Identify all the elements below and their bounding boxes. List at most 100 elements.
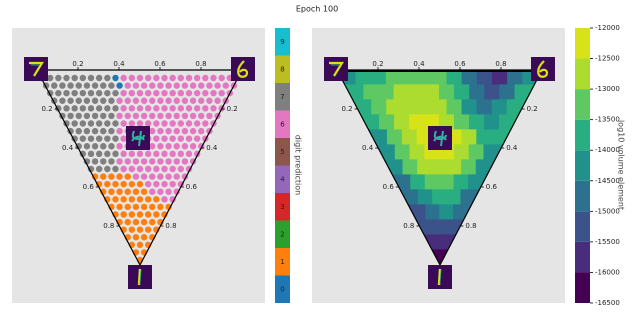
prediction-dot	[149, 188, 156, 195]
tick-label: 0.6	[186, 183, 198, 191]
prediction-dot	[95, 165, 103, 173]
prediction-dot	[169, 105, 176, 112]
contour-cell	[401, 129, 418, 146]
prediction-dot	[189, 97, 197, 104]
colorbar-tick-label: 4	[280, 175, 285, 183]
colorbar-band	[275, 28, 290, 56]
prediction-dot	[120, 105, 127, 112]
prediction-dot	[112, 120, 119, 127]
tick-label: 0.4	[113, 60, 125, 68]
prediction-dot	[222, 82, 229, 89]
prediction-dot	[165, 143, 172, 150]
colorbar-tick-label: 9	[280, 38, 284, 46]
prediction-dot	[124, 82, 131, 89]
prediction-dot	[75, 127, 82, 135]
colorbar-tick-label: 1	[280, 258, 284, 266]
contour-cell	[408, 84, 426, 101]
prediction-dot	[165, 97, 172, 104]
prediction-dot	[206, 97, 213, 104]
colorbar-tick-label: -15500	[595, 238, 620, 246]
colorbar-band	[575, 211, 590, 242]
prediction-dot	[149, 173, 156, 180]
prediction-dot	[95, 89, 103, 97]
prediction-dot	[157, 143, 164, 150]
ternary-plot-right: 0.2 0.2 0.2 0.4 0.4 0.4 0.6 0.6 0.6 0.8 0.8 0.8	[336, 60, 543, 267]
prediction-dot	[71, 74, 78, 82]
prediction-dot	[46, 74, 54, 82]
prediction-dot	[218, 89, 225, 97]
contour-cell	[410, 174, 426, 191]
prediction-dot	[116, 158, 123, 165]
tick-label: 0.8	[403, 222, 414, 230]
prediction-dot	[120, 180, 127, 188]
prediction-dot	[104, 89, 111, 97]
prediction-dot	[161, 89, 168, 97]
prediction-dot	[173, 127, 180, 135]
prediction-dot	[108, 188, 115, 195]
prediction-dot	[100, 82, 107, 89]
contour-cell	[468, 114, 486, 131]
prediction-dot	[140, 158, 148, 165]
prediction-dot	[185, 74, 193, 82]
colorbar-tick-label: -16000	[595, 268, 620, 276]
prediction-dot	[198, 112, 205, 120]
digit-image	[428, 265, 452, 289]
prediction-dot	[153, 211, 160, 218]
prediction-dot	[132, 234, 140, 241]
prediction-dot	[161, 135, 168, 142]
tick-label: 0.4	[206, 144, 218, 152]
prediction-dot	[87, 120, 95, 127]
colorbar-tick-label: 6	[280, 120, 285, 128]
prediction-dot	[87, 150, 95, 158]
prediction-dot	[132, 188, 140, 195]
prediction-dot	[181, 143, 189, 150]
triangle-outline	[336, 69, 543, 267]
prediction-dot	[136, 150, 144, 158]
prediction-dot	[136, 120, 144, 127]
colorbar-band	[575, 119, 590, 151]
contour-cell	[409, 144, 426, 161]
contour-cell	[439, 174, 455, 191]
prediction-dot	[124, 97, 131, 104]
prediction-dot	[144, 105, 152, 112]
digit-image	[324, 57, 348, 81]
prediction-dot	[177, 180, 185, 188]
prediction-dot	[136, 89, 144, 97]
tick-label: 0.4	[362, 144, 374, 152]
prediction-dot	[165, 188, 172, 195]
prediction-dot	[177, 165, 185, 173]
prediction-dot	[149, 158, 156, 165]
prediction-dot	[157, 158, 164, 165]
prediction-dot	[136, 211, 144, 218]
prediction-dot	[104, 135, 111, 142]
tick-label: 0.2	[341, 105, 352, 113]
prediction-dot	[112, 196, 119, 203]
digit-image	[428, 126, 452, 150]
colorbar-tick-label: 2	[280, 230, 284, 238]
contour-cell	[454, 114, 471, 131]
prediction-dot	[214, 82, 221, 89]
colorbar-band	[575, 241, 590, 273]
prediction-dot	[140, 234, 148, 241]
prediction-dot	[128, 196, 136, 203]
prediction-dot	[91, 127, 99, 135]
prediction-dot	[149, 218, 156, 226]
contour-cell	[378, 84, 395, 101]
tick-label: 0.6	[454, 60, 466, 68]
prediction-dot	[173, 173, 180, 180]
prediction-dot	[144, 226, 152, 233]
contour-cell	[417, 189, 434, 206]
prediction-dot	[140, 203, 148, 211]
prediction-dot	[140, 173, 148, 180]
ternary-plot-left: 0.2 0.2 0.2 0.4 0.4 0.4 0.6 0.6 0.6 0.8 0.8 0.8	[36, 60, 243, 267]
tick-label: 0.6	[486, 183, 498, 191]
contour-cell	[394, 144, 411, 161]
prediction-dot	[124, 218, 131, 226]
prediction-dot	[124, 112, 131, 120]
prediction-dot	[63, 74, 70, 82]
prediction-dot	[55, 74, 62, 82]
prediction-dot	[120, 196, 127, 203]
prediction-dot	[51, 82, 58, 89]
